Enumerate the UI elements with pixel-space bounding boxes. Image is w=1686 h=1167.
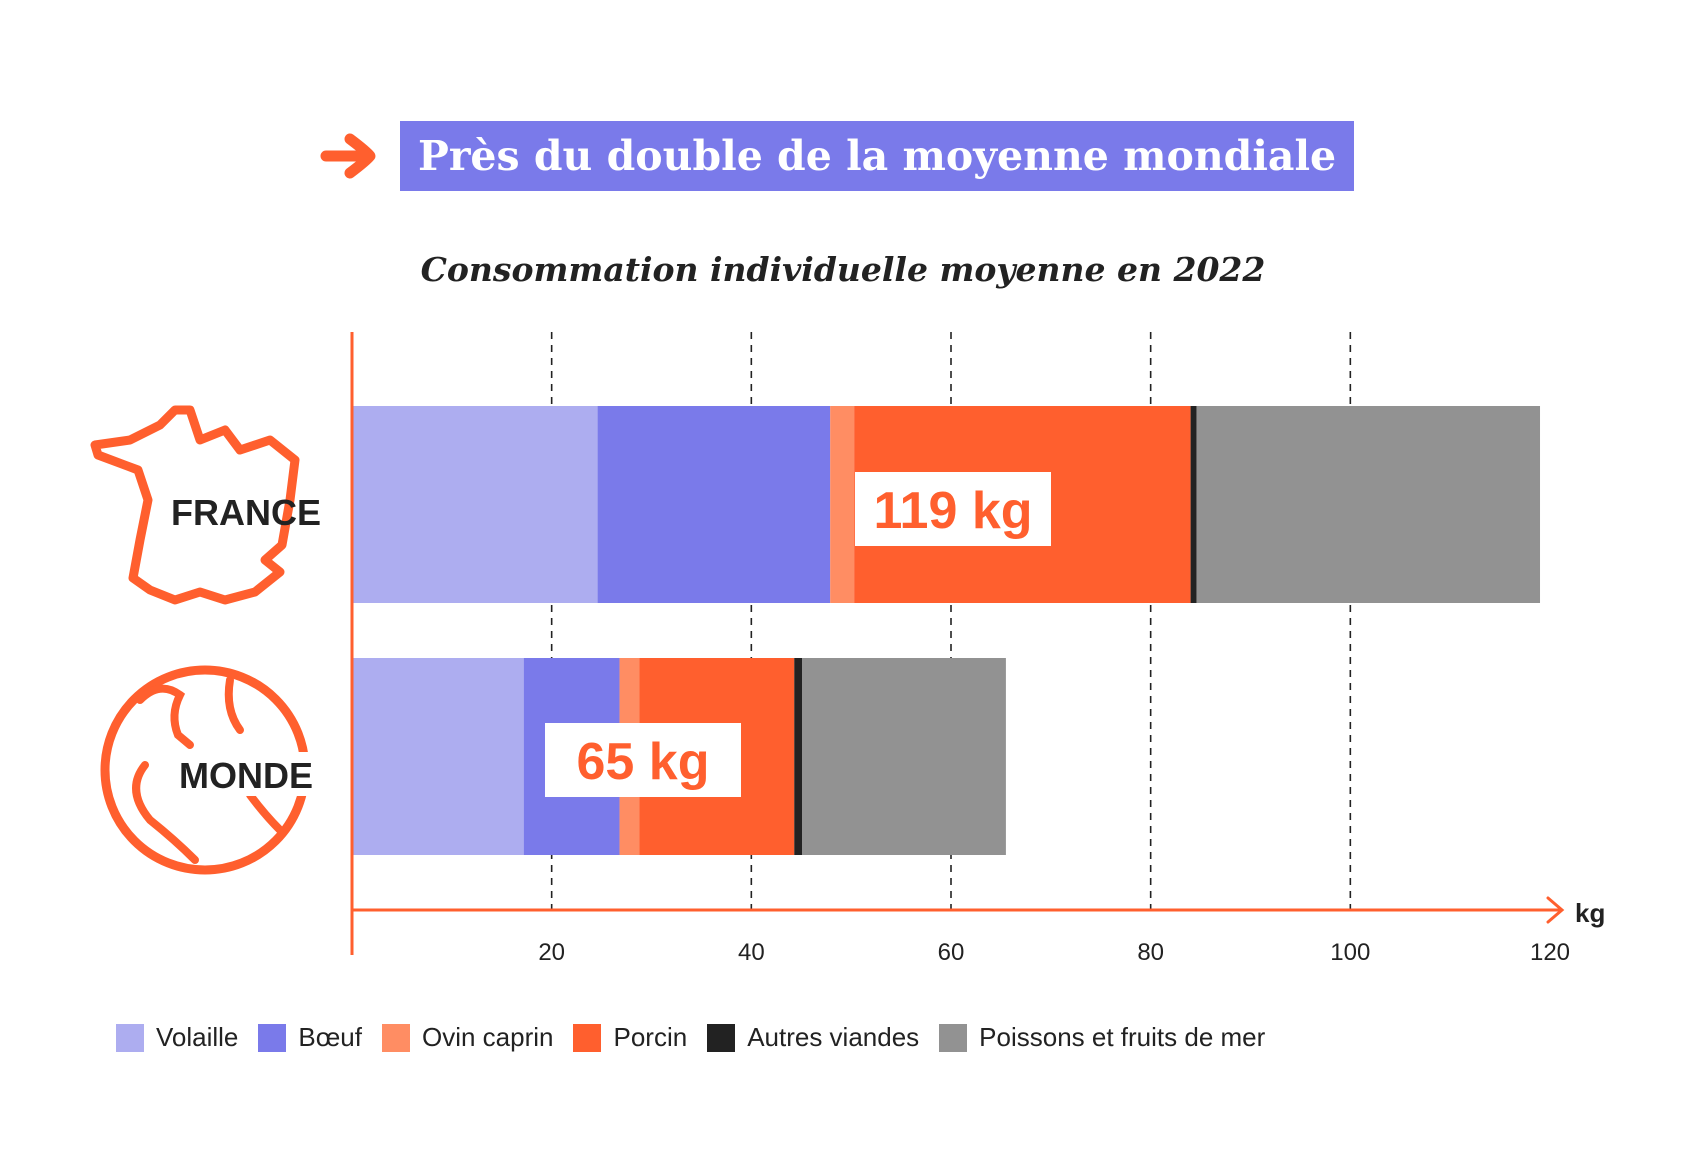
total-labels: 119 kg 65 kg bbox=[545, 472, 1051, 797]
legend-swatch bbox=[381, 1023, 410, 1052]
bars bbox=[352, 406, 1541, 855]
legend-swatch bbox=[573, 1023, 602, 1052]
legend-label: Bœuf bbox=[298, 1022, 362, 1052]
legend-label: Autres viandes bbox=[747, 1022, 920, 1052]
bar-segment bbox=[830, 406, 855, 603]
legend-label: Poissons et fruits de mer bbox=[979, 1022, 1266, 1052]
category-label-france: FRANCE bbox=[171, 492, 321, 533]
legend-swatch bbox=[939, 1023, 968, 1052]
total-label: 119 kg bbox=[873, 482, 1032, 540]
legend-swatch bbox=[116, 1023, 144, 1052]
monde-label-bg bbox=[170, 752, 316, 796]
legend-item-porcin: Porcin bbox=[573, 1022, 687, 1053]
bar-segment bbox=[1190, 406, 1197, 603]
stacked-bar-chart: kg 20 40 60 80 100 120 119 kg 65 kg FRANCE MON… bbox=[90, 332, 1605, 966]
legend: Volaille Bœuf Ovin caprin Porcin Autres … bbox=[116, 1022, 1285, 1053]
axes: kg bbox=[350, 332, 1605, 955]
legend-item-boeuf: Bœuf bbox=[258, 1022, 362, 1053]
legend-label: Porcin bbox=[613, 1022, 688, 1052]
x-tick-label: 80 bbox=[1137, 939, 1164, 966]
bar-segment bbox=[352, 406, 598, 603]
arrow-right-icon bbox=[320, 133, 376, 179]
headline-banner: Près du double de la moyenne mondiale bbox=[320, 121, 1355, 191]
tick-labels: 20 40 60 80 100 120 bbox=[538, 939, 1570, 966]
bar-segment bbox=[794, 658, 803, 855]
legend-label: Ovin caprin bbox=[421, 1022, 554, 1052]
x-axis-arrow-icon bbox=[1546, 896, 1565, 924]
legend-item-ovin-caprin: Ovin caprin bbox=[381, 1022, 554, 1053]
x-tick-label: 60 bbox=[938, 939, 965, 966]
x-tick-label: 120 bbox=[1530, 939, 1570, 966]
bar-segment bbox=[802, 658, 1006, 855]
x-tick-label: 20 bbox=[538, 939, 565, 966]
france-map-icon bbox=[90, 405, 300, 605]
category-label-monde: MONDE bbox=[179, 755, 313, 796]
legend-swatch bbox=[707, 1023, 736, 1052]
x-tick-label: 40 bbox=[738, 939, 765, 966]
legend-label: Volaille bbox=[156, 1022, 239, 1052]
legend-item-volaille: Volaille bbox=[116, 1022, 238, 1053]
total-label-bg bbox=[855, 472, 1051, 546]
bar-segment bbox=[597, 406, 831, 603]
bar-segment bbox=[1196, 406, 1541, 603]
x-tick-label: 100 bbox=[1330, 939, 1370, 966]
total-label: 65 kg bbox=[577, 733, 710, 791]
x-axis-unit: kg bbox=[1575, 898, 1605, 928]
headline-title: Près du double de la moyenne mondiale bbox=[400, 121, 1355, 191]
legend-item-poissons: Poissons et fruits de mer bbox=[939, 1022, 1265, 1053]
legend-swatch bbox=[258, 1023, 287, 1052]
total-label-bg bbox=[545, 723, 741, 797]
legend-item-autres-viandes: Autres viandes bbox=[707, 1022, 919, 1053]
chart-subtitle: Consommation individuelle moyenne en 202… bbox=[420, 250, 1266, 289]
bar-segment bbox=[352, 658, 524, 855]
